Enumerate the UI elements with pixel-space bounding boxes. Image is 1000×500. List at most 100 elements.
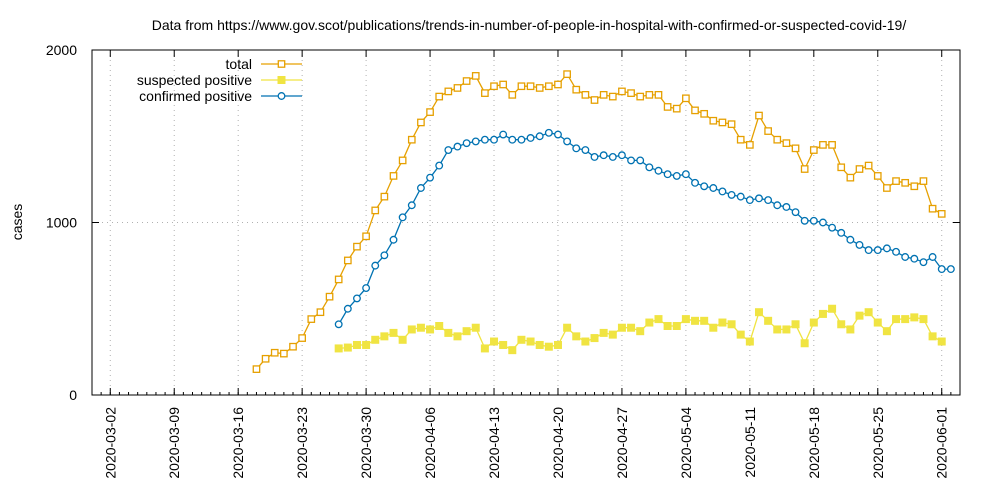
data-point — [252, 365, 261, 373]
data-point — [517, 135, 526, 144]
data-point — [892, 315, 901, 324]
data-point — [544, 82, 553, 91]
x-tick-label: 2020-05-11 — [742, 407, 758, 478]
data-point — [901, 315, 910, 324]
data-point — [617, 151, 626, 160]
data-point — [828, 141, 836, 149]
data-point — [937, 210, 946, 218]
x-tick-label: 2020-05-25 — [870, 407, 886, 479]
data-point — [910, 254, 919, 263]
data-point — [343, 343, 352, 352]
data-point — [727, 190, 736, 199]
data-point — [773, 135, 782, 144]
legend-label: total — [226, 56, 252, 72]
data-point — [663, 103, 672, 111]
data-point — [636, 327, 645, 336]
data-point — [736, 192, 745, 201]
data-point — [407, 201, 416, 210]
data-point — [526, 337, 535, 346]
data-point — [398, 213, 407, 222]
data-point — [946, 265, 955, 274]
data-point — [791, 144, 800, 153]
y-tick-label: 1000 — [46, 215, 77, 231]
data-point — [435, 161, 444, 170]
data-point — [883, 184, 891, 192]
data-point — [416, 184, 425, 192]
data-point — [910, 182, 919, 191]
x-axis: 2020-03-02 2020-03-09 2020-03-16 2020-03-23… — [91, 50, 961, 479]
data-point — [773, 201, 782, 210]
data-point — [855, 311, 864, 320]
data-point — [928, 332, 937, 341]
data-point — [754, 308, 763, 317]
y-tick-label: 0 — [69, 387, 77, 403]
data-point — [508, 135, 517, 144]
legend-swatch-marker — [277, 76, 286, 84]
legend-label: suspected positive — [137, 72, 252, 88]
data-point — [700, 316, 709, 325]
data-point — [389, 235, 398, 244]
data-point — [654, 315, 663, 324]
data-point — [709, 116, 718, 125]
data-point — [517, 82, 526, 91]
x-tick-label: 2020-03-16 — [230, 407, 246, 479]
data-point — [563, 323, 572, 332]
data-point — [508, 91, 517, 99]
data-point — [407, 135, 416, 144]
data-point — [828, 223, 837, 232]
chart-title: Data from https://www.gov.scot/publicati… — [152, 17, 907, 33]
data-point — [554, 80, 562, 89]
data-point — [782, 203, 791, 211]
data-point — [672, 171, 681, 180]
data-point — [371, 335, 380, 344]
data-point — [809, 216, 818, 225]
data-point — [416, 323, 425, 332]
data-point — [873, 318, 882, 327]
y-tick-label: 2000 — [46, 42, 77, 58]
data-point — [398, 156, 407, 165]
x-tick-label: 2020-05-18 — [806, 407, 822, 479]
data-point — [618, 87, 626, 96]
data-point — [554, 130, 562, 139]
data-point — [864, 161, 873, 170]
data-point — [800, 216, 809, 225]
data-point — [736, 135, 745, 144]
series-total — [252, 70, 946, 373]
data-point — [782, 325, 791, 334]
x-tick-label: 2020-03-23 — [294, 407, 310, 479]
data-point — [362, 284, 371, 292]
data-point — [334, 320, 343, 329]
data-point — [526, 134, 535, 142]
data-point — [755, 194, 763, 203]
data-point — [398, 335, 407, 344]
y-axis-label: cases — [9, 204, 25, 241]
data-point — [636, 92, 645, 101]
x-tick-label: 2020-04-06 — [422, 407, 438, 479]
data-point — [764, 127, 772, 135]
data-point — [882, 244, 891, 253]
data-point — [280, 349, 288, 358]
data-point — [289, 342, 297, 351]
data-point — [426, 325, 435, 334]
data-point — [453, 142, 462, 151]
data-point — [453, 84, 462, 92]
data-point — [736, 330, 745, 339]
data-point — [709, 323, 718, 332]
data-point — [380, 192, 389, 201]
data-point — [499, 130, 508, 139]
data-point — [837, 228, 846, 237]
x-tick-label: 2020-05-04 — [678, 407, 694, 479]
data-point — [417, 118, 425, 127]
data-point — [353, 242, 361, 251]
data-point — [627, 323, 636, 332]
x-tick-label: 2020-04-27 — [614, 407, 630, 479]
data-point — [873, 172, 882, 180]
data-point — [745, 196, 754, 205]
data-point — [828, 304, 837, 313]
data-point — [563, 137, 572, 146]
data-point — [407, 325, 416, 334]
data-point — [718, 118, 727, 127]
data-point — [791, 208, 800, 217]
data-point — [700, 182, 709, 191]
data-point — [490, 135, 498, 144]
